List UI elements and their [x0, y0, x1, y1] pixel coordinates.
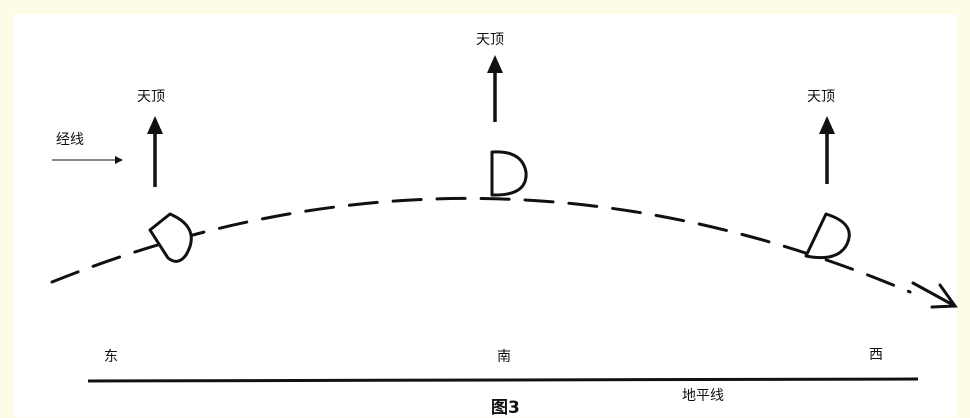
zenith-label-right: 天顶 — [807, 89, 835, 105]
west-label: 西 — [869, 347, 883, 363]
south-label: 南 — [497, 349, 511, 365]
zenith-arrow-center — [487, 55, 503, 122]
zenith-label-left: 天顶 — [137, 89, 165, 105]
half-disc-west — [804, 212, 851, 260]
figure-caption: 图3 — [491, 398, 520, 418]
sun-path-arrowhead — [911, 281, 958, 309]
half-disc-south — [490, 150, 528, 197]
horizon-line — [87, 377, 919, 383]
meridian-label: 经线 — [56, 132, 84, 148]
east-label: 东 — [104, 349, 118, 365]
zenith-label-center: 天顶 — [476, 32, 504, 48]
zenith-arrow-right — [819, 116, 835, 184]
zenith-arrow-left — [147, 116, 163, 187]
horizon-label: 地平线 — [682, 388, 724, 404]
half-disc-east — [148, 212, 193, 263]
